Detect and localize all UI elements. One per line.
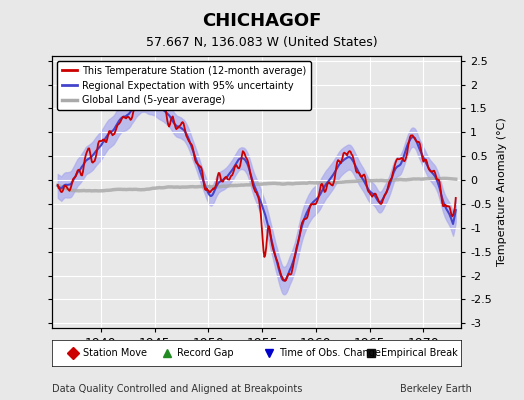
Text: Time of Obs. Change: Time of Obs. Change bbox=[279, 348, 381, 358]
Text: Station Move: Station Move bbox=[83, 348, 147, 358]
Text: Record Gap: Record Gap bbox=[177, 348, 234, 358]
Text: Berkeley Earth: Berkeley Earth bbox=[400, 384, 472, 394]
Legend: This Temperature Station (12-month average), Regional Expectation with 95% uncer: This Temperature Station (12-month avera… bbox=[57, 61, 311, 110]
Text: Empirical Break: Empirical Break bbox=[381, 348, 458, 358]
Y-axis label: Temperature Anomaly (°C): Temperature Anomaly (°C) bbox=[497, 118, 507, 266]
Text: CHICHAGOF: CHICHAGOF bbox=[202, 12, 322, 30]
Text: Data Quality Controlled and Aligned at Breakpoints: Data Quality Controlled and Aligned at B… bbox=[52, 384, 303, 394]
Text: 57.667 N, 136.083 W (United States): 57.667 N, 136.083 W (United States) bbox=[146, 36, 378, 49]
